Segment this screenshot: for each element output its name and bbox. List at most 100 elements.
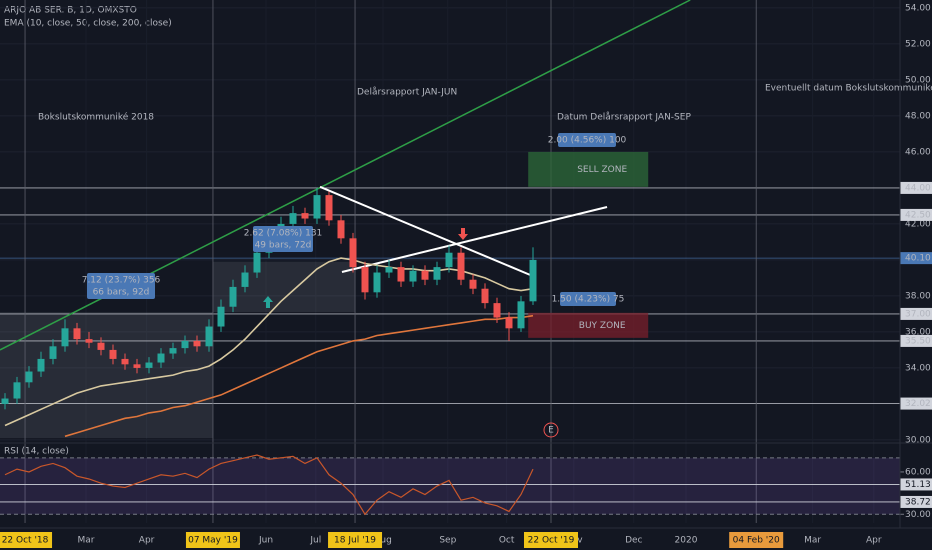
price-label-bg [900, 397, 932, 410]
y-tick-label: 48.00 [905, 111, 931, 121]
rsi-band [0, 457, 900, 515]
price-label: 37.00 [905, 309, 931, 319]
price-label-bg [900, 334, 932, 347]
candle-body [181, 340, 189, 349]
y-tick-label: 38.00 [905, 291, 931, 301]
date-label: 04 Feb '20 [733, 536, 780, 546]
date-label: 22 Oct '19 [528, 536, 575, 546]
rsi-price-label: 38.72 [905, 497, 931, 507]
candle-body [397, 267, 405, 282]
rsi-tick-label: 30.00 [905, 510, 931, 520]
price-label-bg [900, 307, 932, 320]
candle-body [133, 364, 141, 368]
zone [528, 151, 649, 187]
price-label-bg [900, 181, 932, 194]
candle-body [145, 362, 153, 368]
candle-body [61, 328, 69, 347]
range-box [212, 261, 356, 313]
candle-body [349, 238, 357, 268]
candle-body [229, 286, 237, 307]
price-label-bg [900, 208, 932, 221]
x-tick-label: Mar [804, 536, 821, 546]
ema-line [4, 257, 534, 427]
x-tick-label: Oct [499, 536, 515, 546]
candle-body [37, 358, 45, 372]
candle-body [361, 267, 369, 293]
candle-body [313, 195, 321, 219]
price-label-bg [900, 252, 932, 265]
candle-body [73, 328, 81, 340]
price-label: 42.50 [905, 210, 931, 220]
x-tick-label: Dec [625, 536, 642, 546]
measure-label: 1.50 (4.23%) 75 [552, 295, 625, 305]
zone-label: BUY ZONE [579, 321, 626, 331]
measure-box [87, 273, 155, 299]
candle-body [517, 301, 525, 329]
measure-label: 7.12 (23.7%) 356 [82, 276, 161, 286]
candle-body [469, 279, 477, 289]
candle-body [421, 270, 429, 280]
x-tick-label: Jun [258, 536, 273, 546]
date-label-bg [729, 532, 784, 548]
x-tick-label: Jul [309, 536, 321, 546]
candle-body [529, 259, 537, 302]
event-label: Bokslutskommuniké 2018 [38, 112, 154, 123]
event-marker-label: E [548, 426, 554, 436]
candle-body [241, 272, 249, 287]
candle-body [337, 220, 345, 239]
event-label: Eventuellt datum Bokslutskommuniké 20 [765, 83, 932, 94]
price-label: 44.00 [905, 183, 931, 193]
candle-body [457, 252, 465, 280]
date-label: 22 Oct '18 [2, 536, 49, 546]
x-tick-label: 2020 [675, 536, 698, 546]
date-label-bg [328, 532, 383, 548]
rsi-price-label: 51.13 [905, 480, 931, 490]
measure-label: 66 bars, 92d [93, 288, 150, 298]
arrow-up [263, 296, 273, 308]
price-label: 32.02 [905, 399, 931, 409]
candle-body [493, 303, 501, 318]
y-tick-label: 54.00 [905, 3, 931, 13]
measure-label: 2.00 (4.56%) 100 [548, 136, 627, 146]
candle-body [169, 348, 177, 354]
candle-body [481, 288, 489, 304]
candle-body [205, 326, 213, 347]
measure-box [558, 133, 616, 147]
price-label: 40.10 [905, 254, 931, 264]
x-tick-label: Aug [374, 536, 392, 546]
candle-body [325, 195, 333, 221]
measure-label: 49 bars, 72d [255, 241, 312, 251]
zone [528, 312, 649, 338]
candle-body [157, 353, 165, 363]
indicator-label: EMA (10, close, 50, close, 200, close) [4, 19, 172, 29]
measure-label: 2.62 (7.08%) 131 [244, 229, 323, 239]
event-label: Delårsrapport JAN-JUN [357, 87, 457, 98]
y-tick-label: 30.00 [905, 435, 931, 445]
rsi-title: RSI (14, close) [4, 447, 69, 457]
ema-line [64, 314, 534, 438]
candle-body [445, 252, 453, 268]
date-label-bg [0, 532, 53, 548]
measure-box [560, 292, 616, 306]
candle-body [301, 213, 309, 219]
candle-body [193, 340, 201, 347]
candle-body [109, 349, 117, 359]
date-label: 18 Jul '19 [334, 536, 376, 546]
candle-body [25, 371, 33, 383]
trend-line [319, 185, 531, 276]
measure-box [253, 226, 313, 252]
date-label: 07 May '19 [188, 536, 238, 546]
candle-body [289, 213, 297, 224]
y-tick-label: 42.00 [905, 219, 931, 229]
candle-body [1, 398, 9, 404]
x-tick-label: Apr [139, 536, 155, 546]
candle-body [97, 342, 105, 350]
date-label-bg [185, 532, 240, 548]
y-tick-label: 36.00 [905, 327, 931, 337]
y-tick-label: 50.00 [905, 75, 931, 85]
candle-body [385, 267, 393, 273]
candle-body [433, 267, 441, 280]
price-label: 35.50 [905, 336, 931, 346]
rsi-tick-label: 60.00 [905, 467, 931, 477]
zone-label: SELL ZONE [577, 165, 627, 175]
